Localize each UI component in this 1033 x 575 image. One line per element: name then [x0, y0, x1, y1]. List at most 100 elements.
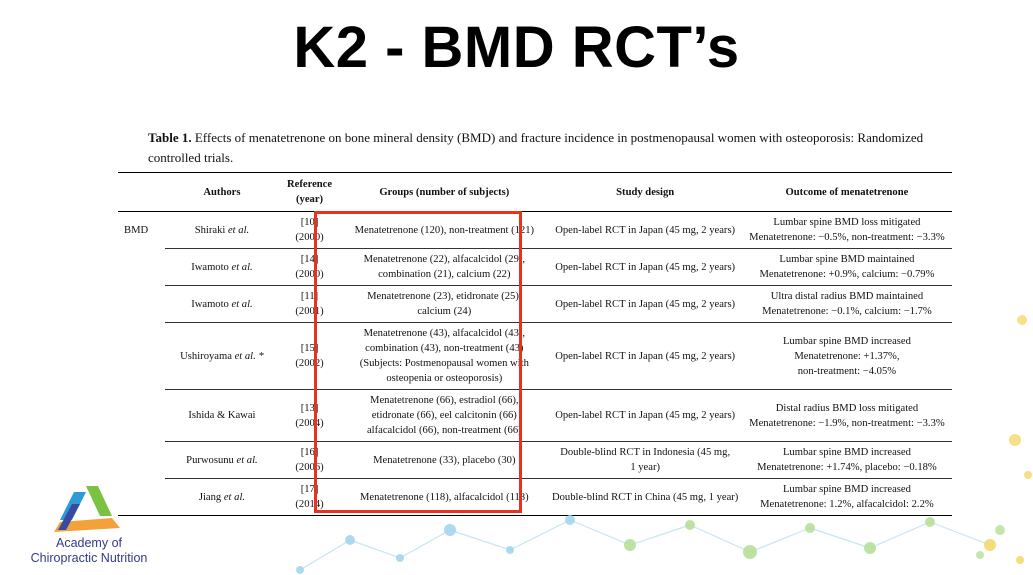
table-row: Purwosunu et al. [16] (2006) Menatetrenone … — [118, 441, 952, 479]
design-cell: Double-blind RCT in Indonesia (45 mg, 1 y… — [548, 441, 742, 479]
reference-cell: [14] (2000) — [278, 248, 341, 286]
author-etal: et al. — [231, 261, 253, 273]
table-body: BMD Shiraki et al. [10] (2000) Menatetrenone… — [118, 211, 952, 516]
groups-line: Menatetrenone (43), alfacalcidol (43), — [363, 328, 526, 339]
logo-line2: Chiropractic Nutrition — [30, 551, 148, 565]
outcome-cell: Lumbar spine BMD loss mitigated Menatetre… — [741, 211, 952, 249]
section-cell — [118, 249, 165, 286]
reference-number: [17] — [300, 484, 319, 495]
author-cell: Iwamoto et al. — [164, 248, 279, 286]
design-line: Open-label RCT in Japan (45 mg, 2 years) — [555, 224, 736, 236]
header-authors: Authors — [164, 172, 279, 212]
groups-line: Menatetrenone (22), alfacalcidol (29), — [363, 254, 526, 265]
section-cell — [118, 442, 165, 479]
table-row: Jiang et al. [17] (2014) Menatetrenone (118… — [118, 478, 952, 516]
author-cell: Ishida & Kawai — [164, 389, 279, 442]
table-header-row: Authors Reference (year) Groups (number … — [118, 172, 952, 212]
outcome-line: Menatetrenone: −0.1%, calcium: −1.7% — [762, 306, 932, 317]
reference-year: (2000) — [295, 232, 324, 243]
slide-title: K2 - BMD RCT’s — [293, 15, 740, 80]
reference-cell: [11] (2001) — [278, 285, 341, 323]
groups-line: Menatetrenone (33), placebo (30) — [373, 454, 516, 466]
groups-line: alfacalcidol (66), non-treatment (66) — [366, 425, 522, 436]
table-row: BMD Shiraki et al. [10] (2000) Menatetrenone… — [118, 211, 952, 249]
outcome-line: non-treatment: −4.05% — [797, 365, 897, 377]
outcome-line: Menatetrenone: +1.37%, — [794, 350, 900, 362]
groups-line: Menatetrenone (66), estradiol (66), — [370, 395, 519, 406]
groups-cell: Menatetrenone (120), non-treatment (121) — [340, 211, 549, 249]
design-cell: Open-label RCT in Japan (45 mg, 2 years) — [548, 389, 742, 442]
design-cell: Double-blind RCT in China (45 mg, 1 year… — [548, 478, 742, 516]
table-row: Iwamoto et al. [14] (2000) Menatetrenone (2… — [118, 248, 952, 286]
author-cell: Purwosunu et al. — [164, 441, 279, 479]
reference-number: [10] — [300, 217, 319, 228]
groups-cell: Menatetrenone (33), placebo (30) — [340, 441, 549, 479]
outcome-cell: Lumbar spine BMD increased Menatetrenone:… — [741, 322, 952, 390]
outcome-cell: Lumbar spine BMD increased Menatetrenone:… — [741, 441, 952, 479]
header-design: Study design — [548, 172, 742, 212]
groups-line: etidronate (66), eel calcitonin (66) — [371, 410, 517, 421]
outcome-line: Lumbar spine BMD increased — [782, 447, 911, 458]
author-etal: et al. — [223, 491, 246, 503]
reference-year: (2000) — [295, 269, 324, 280]
author-etal: et al. — [227, 224, 250, 236]
header-reference-line1: Reference — [286, 179, 333, 190]
design-line: Open-label RCT in Japan (45 mg, 2 years) — [555, 298, 736, 310]
table-caption: Table 1. Effects of menatetrenone on bon… — [148, 128, 948, 168]
reference-year: (2014) — [295, 499, 324, 510]
design-line: Open-label RCT in Japan (45 mg, 2 years) — [555, 350, 736, 362]
dots-decoration-icon — [976, 315, 1032, 559]
logo-mark-icon — [54, 486, 120, 532]
outcome-line: Distal radius BMD loss mitigated — [775, 402, 919, 414]
groups-line: combination (21), calcium (22) — [378, 269, 511, 280]
author-name: Ushiroyama — [180, 350, 232, 362]
design-cell: Open-label RCT in Japan (45 mg, 2 years) — [548, 248, 742, 286]
reference-cell: [13] (2004) — [278, 389, 341, 442]
academy-logo: Academy of Chiropractic Nutrition — [14, 484, 154, 570]
reference-cell: [15] (2002) — [278, 322, 341, 390]
header-section — [118, 172, 165, 212]
groups-line: osteopenia or osteoporosis) — [386, 373, 503, 384]
reference-number: [15] — [300, 343, 319, 354]
author-cell: Shiraki et al. — [164, 211, 279, 249]
table-row: Ishida & Kawai [13] (2004) Menatetrenone (6… — [118, 389, 952, 442]
reference-year: (2002) — [295, 358, 324, 369]
design-line: Open-label RCT in Japan (45 mg, 2 years) — [555, 410, 736, 421]
design-cell: Open-label RCT in Japan (45 mg, 2 years) — [548, 322, 742, 390]
outcome-line: Menatetrenone: +1.74%, placebo: −0.18% — [757, 462, 937, 473]
author-etal: et al. — [236, 454, 258, 466]
design-line: Double-blind RCT in Indonesia (45 mg, — [560, 447, 731, 458]
section-cell — [118, 478, 165, 516]
author-name: Iwamoto — [191, 298, 229, 310]
author-name: Purwosunu — [186, 454, 234, 466]
section-cell: BMD — [118, 212, 165, 249]
outcome-line: Lumbar spine BMD increased — [782, 484, 911, 495]
author-cell: Jiang et al. — [164, 478, 279, 516]
design-cell: Open-label RCT in Japan (45 mg, 2 years) — [548, 285, 742, 323]
author-name: Iwamoto — [191, 261, 229, 273]
author-etal: et al. — [231, 298, 253, 310]
outcome-cell: Lumbar spine BMD increased Menatetrenone:… — [741, 478, 952, 516]
section-cell — [118, 286, 165, 323]
groups-line: Menatetrenone (120), non-treatment (121) — [354, 224, 535, 236]
rct-table: Authors Reference (year) Groups (number … — [118, 172, 952, 516]
outcome-line: Menatetrenone: −1.9%, non-treatment: −3.… — [749, 417, 945, 429]
header-outcome: Outcome of menatetrenone — [741, 172, 952, 212]
design-line: 1 year) — [630, 462, 661, 473]
reference-number: [16] — [300, 447, 319, 458]
outcome-line: Ultra distal radius BMD maintained — [770, 291, 924, 302]
reference-year: (2001) — [295, 306, 324, 317]
design-cell: Open-label RCT in Japan (45 mg, 2 years) — [548, 211, 742, 249]
caption-text: Effects of menatetrenone on bone mineral… — [148, 130, 924, 165]
author-cell: Ushiroyama et al. * — [164, 322, 279, 390]
outcome-line: Menatetrenone: −0.5%, non-treatment: −3.… — [749, 232, 945, 243]
section-cell — [118, 390, 165, 442]
outcome-cell: Lumbar spine BMD maintained Menatetrenone… — [741, 248, 952, 286]
groups-line: Menatetrenone (23), etidronate (25), — [367, 291, 522, 302]
header-groups: Groups (number of subjects) — [340, 172, 549, 212]
outcome-line: Menatetrenone: 1.2%, alfacalcidol: 2.2% — [760, 499, 934, 510]
author-etal: et al. * — [234, 350, 264, 362]
outcome-line: Lumbar spine BMD maintained — [779, 254, 915, 265]
outcome-line: Menatetrenone: +0.9%, calcium: −0.79% — [759, 269, 935, 280]
outcome-line: Lumbar spine BMD increased — [782, 335, 911, 347]
